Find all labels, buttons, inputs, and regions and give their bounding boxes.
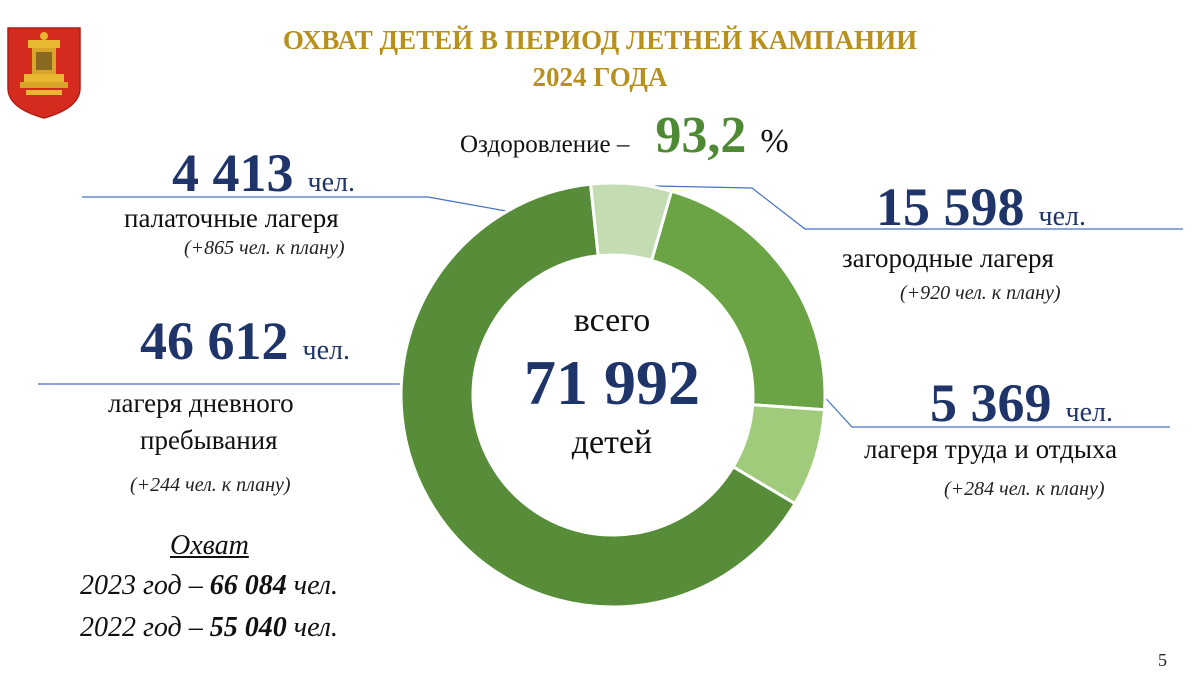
slide-title-line2: 2024 ГОДА xyxy=(532,62,668,92)
donut-chart xyxy=(399,181,827,609)
donut-slices xyxy=(399,181,827,609)
health-value: 93,2 xyxy=(655,107,747,164)
health-label: Оздоровление – xyxy=(460,131,630,158)
day-camps-label-line1: лагеря дневного xyxy=(108,388,294,418)
center-label-top: всего xyxy=(573,302,651,339)
center-total-value: 71 992 xyxy=(524,347,700,418)
country-camps-value-row: 15 598 чел. xyxy=(876,176,1086,238)
day-camps-unit: чел. xyxy=(302,335,350,366)
day-camps-plan: (+244 чел. к плану) xyxy=(130,474,291,496)
history-2023-suffix: чел. xyxy=(286,570,339,601)
health-unit: % xyxy=(760,123,789,160)
slide-title-line1: ОХВАТ ДЕТЕЙ В ПЕРИОД ЛЕТНЕЙ КАМПАНИИ xyxy=(282,25,918,55)
day-camps-value-row: 46 612 чел. xyxy=(140,310,350,372)
history-2023-value: 66 084 xyxy=(209,570,287,601)
labor-camps-value-row: 5 369 чел. xyxy=(930,372,1113,434)
labor-camps-plan: (+284 чел. к плану) xyxy=(944,478,1105,500)
history-2022-row: 2022 год – 55 040 чел. xyxy=(80,612,338,644)
connector-country xyxy=(654,185,1183,230)
labor-camps-label: лагеря труда и отдыха xyxy=(864,434,1118,464)
labor-camps-unit: чел. xyxy=(1065,397,1113,428)
health-indicator: Оздоровление – 93,2 % xyxy=(460,106,789,165)
history-2023-row: 2023 год – 66 084 чел. xyxy=(80,570,338,602)
tent-camps-value: 4 413 xyxy=(172,143,294,203)
page-number: 5 xyxy=(1158,650,1167,670)
country-camps-plan: (+920 чел. к плану) xyxy=(900,282,1061,304)
connector-tent xyxy=(82,196,513,213)
tent-camps-plan: (+865 чел. к плану) xyxy=(184,237,345,259)
center-label-bottom: детей xyxy=(571,424,653,461)
country-camps-unit: чел. xyxy=(1038,201,1086,232)
tent-camps-label: палаточные лагеря xyxy=(124,203,339,233)
history-2022-prefix: 2022 год – xyxy=(80,612,210,643)
day-camps-label-line2: пребывания xyxy=(140,425,278,455)
country-camps-label: загородные лагеря xyxy=(842,243,1054,273)
history-title: Охват xyxy=(170,530,249,561)
connector-labor xyxy=(819,391,1170,428)
history-2022-value: 55 040 xyxy=(209,612,287,643)
labor-camps-value: 5 369 xyxy=(930,373,1052,433)
tent-camps-unit: чел. xyxy=(307,167,355,198)
coat-of-arms-logo xyxy=(7,27,81,119)
country-camps-value: 15 598 xyxy=(876,177,1025,237)
history-2023-prefix: 2023 год – xyxy=(80,570,210,601)
tent-camps-value-row: 4 413 чел. xyxy=(172,142,355,204)
slide-title: ОХВАТ ДЕТЕЙ В ПЕРИОД ЛЕТНЕЙ КАМПАНИИ 202… xyxy=(130,22,1070,96)
donut-slice-3 xyxy=(399,182,798,609)
day-camps-value: 46 612 xyxy=(140,311,289,371)
donut-slice-4 xyxy=(588,181,674,263)
history-2022-suffix: чел. xyxy=(286,612,339,643)
